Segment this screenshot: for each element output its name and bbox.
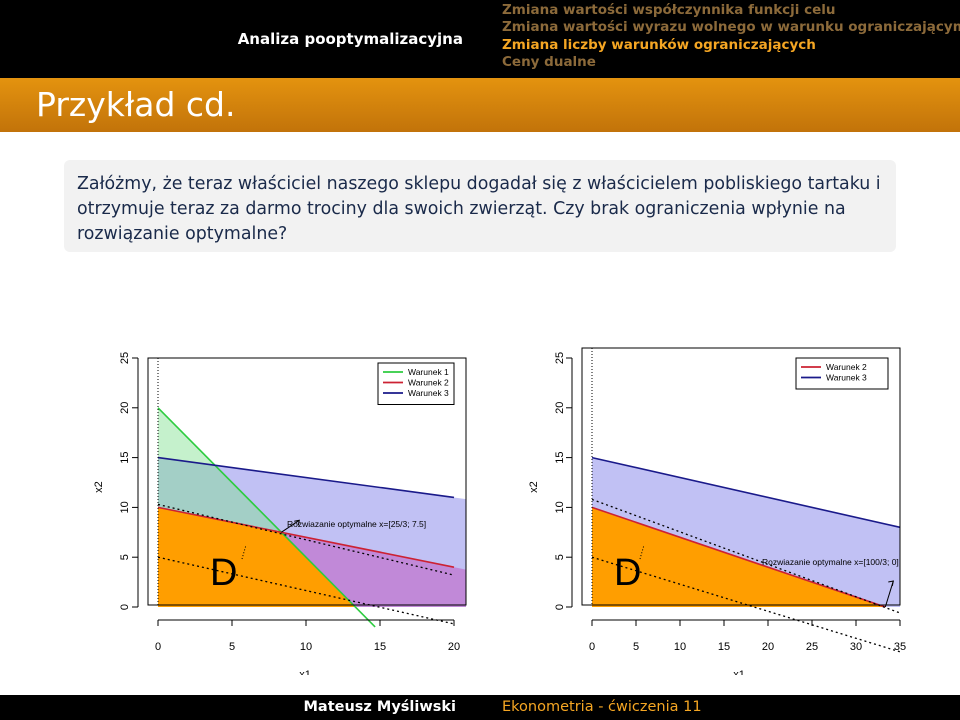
x-axis-label: x1 — [299, 669, 311, 675]
block-text: Załóżmy, że teraz właściciel naszego skl… — [77, 174, 881, 244]
section-link[interactable]: Analiza pooptymalizacyjna — [237, 30, 463, 48]
subsection-nav: Zmiana wartości współczynnika funkcji ce… — [502, 2, 960, 71]
objective-line — [157, 503, 455, 576]
y-tick-label: 0 — [119, 604, 131, 610]
y-tick-label: 15 — [554, 451, 566, 463]
frame-title-bar — [0, 78, 960, 132]
x-tick-label: 10 — [300, 641, 312, 653]
footer-title: Ekonometria - ćwiczenia 11 — [502, 699, 702, 715]
optimum-arrowhead — [888, 580, 894, 587]
series-line — [157, 407, 376, 628]
legend-box — [795, 357, 889, 390]
y-tick-label: 25 — [554, 352, 566, 364]
legend-label: Warunek 1 — [408, 367, 449, 377]
objective-lines — [157, 503, 455, 625]
chart-right: 0 5 10 15 20 25 30 35 0 5 10 15 20 25 Warunek 2Warune… — [528, 347, 906, 675]
region-purple — [281, 532, 466, 607]
region-orange — [158, 507, 356, 607]
x-tick-label: 20 — [448, 641, 460, 653]
axes: 0 5 10 15 20 0 5 10 15 20 25 — [119, 352, 460, 653]
annotation-text: Rozwiazanie optymalne x=[25/3; 7.5] — [287, 519, 426, 529]
legend-label: Warunek 2 — [408, 378, 449, 388]
legend-label: Warunek 2 — [826, 362, 867, 372]
text-block: Załóżmy, że teraz właściciel naszego skl… — [64, 160, 896, 252]
series-lines — [591, 456, 901, 608]
header-bar: Analiza pooptymalizacyjna Zmiana wartośc… — [0, 0, 960, 78]
y-tick-label: 5 — [119, 554, 131, 560]
annotation-text: Rozwiazanie optymalne x=[100/3; 0] — [762, 557, 899, 567]
y-tick-label: 0 — [554, 604, 566, 610]
region-label: D — [210, 552, 237, 594]
y-tick-label: 10 — [119, 501, 131, 513]
x-tick-label: 10 — [674, 641, 686, 653]
subsection-link[interactable]: Zmiana wartości wyrazu wolnego w warunku… — [502, 19, 960, 36]
x-tick-label: 15 — [374, 641, 386, 653]
region-label: D — [614, 552, 641, 594]
legend-label: Warunek 3 — [408, 388, 449, 398]
plot-area — [158, 407, 466, 607]
series-line — [157, 456, 455, 499]
legend-box — [377, 362, 455, 405]
series-lines — [157, 407, 455, 628]
optimum-arrow — [281, 519, 300, 533]
legend-label: Warunek 3 — [826, 373, 867, 383]
y-tick-label: 20 — [119, 402, 131, 414]
x-tick-label: 30 — [850, 641, 862, 653]
subsection-link[interactable]: Zmiana wartości współczynnika funkcji ce… — [502, 2, 836, 18]
x-tick-label: 0 — [155, 641, 161, 653]
y-tick-label: 15 — [119, 451, 131, 463]
x-tick-label: 0 — [589, 641, 595, 653]
y-axis-label: x2 — [93, 481, 105, 493]
y-tick-label: 20 — [554, 402, 566, 414]
y-tick-label: 25 — [119, 352, 131, 364]
frame-title: Przykład cd. — [36, 85, 236, 124]
x-tick-label: 35 — [894, 641, 906, 653]
subsection-link[interactable]: Ceny dualne — [502, 53, 596, 70]
subsection-link-active[interactable]: Zmiana liczby warunków ograniczających — [502, 36, 816, 53]
x-tick-label: 5 — [633, 641, 639, 653]
x-tick-label: 25 — [806, 641, 818, 653]
footer-bar: Mateusz Myśliwski Ekonometria - ćwiczeni… — [0, 695, 960, 720]
plot-frame — [147, 357, 467, 606]
objective-line — [157, 556, 455, 625]
axes: 0 5 10 15 20 25 30 35 0 5 10 15 20 25 — [554, 352, 906, 653]
plot-frame — [581, 347, 901, 606]
x-tick-label: 5 — [229, 641, 235, 653]
gradient-arrow — [639, 544, 645, 560]
optimum-arrowhead — [294, 519, 300, 526]
x-tick-label: 20 — [762, 641, 774, 653]
y-tick-label: 5 — [554, 554, 566, 560]
x-axis-label: x1 — [733, 669, 745, 675]
y-tick-label: 10 — [554, 501, 566, 513]
series-line — [591, 506, 886, 608]
series-line — [591, 456, 901, 529]
gradient-arrow — [241, 544, 247, 560]
y-axis-label: x2 — [528, 481, 540, 493]
series-line — [157, 506, 455, 568]
footer-author: Mateusz Myśliwski — [303, 699, 456, 715]
x-tick-label: 15 — [718, 641, 730, 653]
